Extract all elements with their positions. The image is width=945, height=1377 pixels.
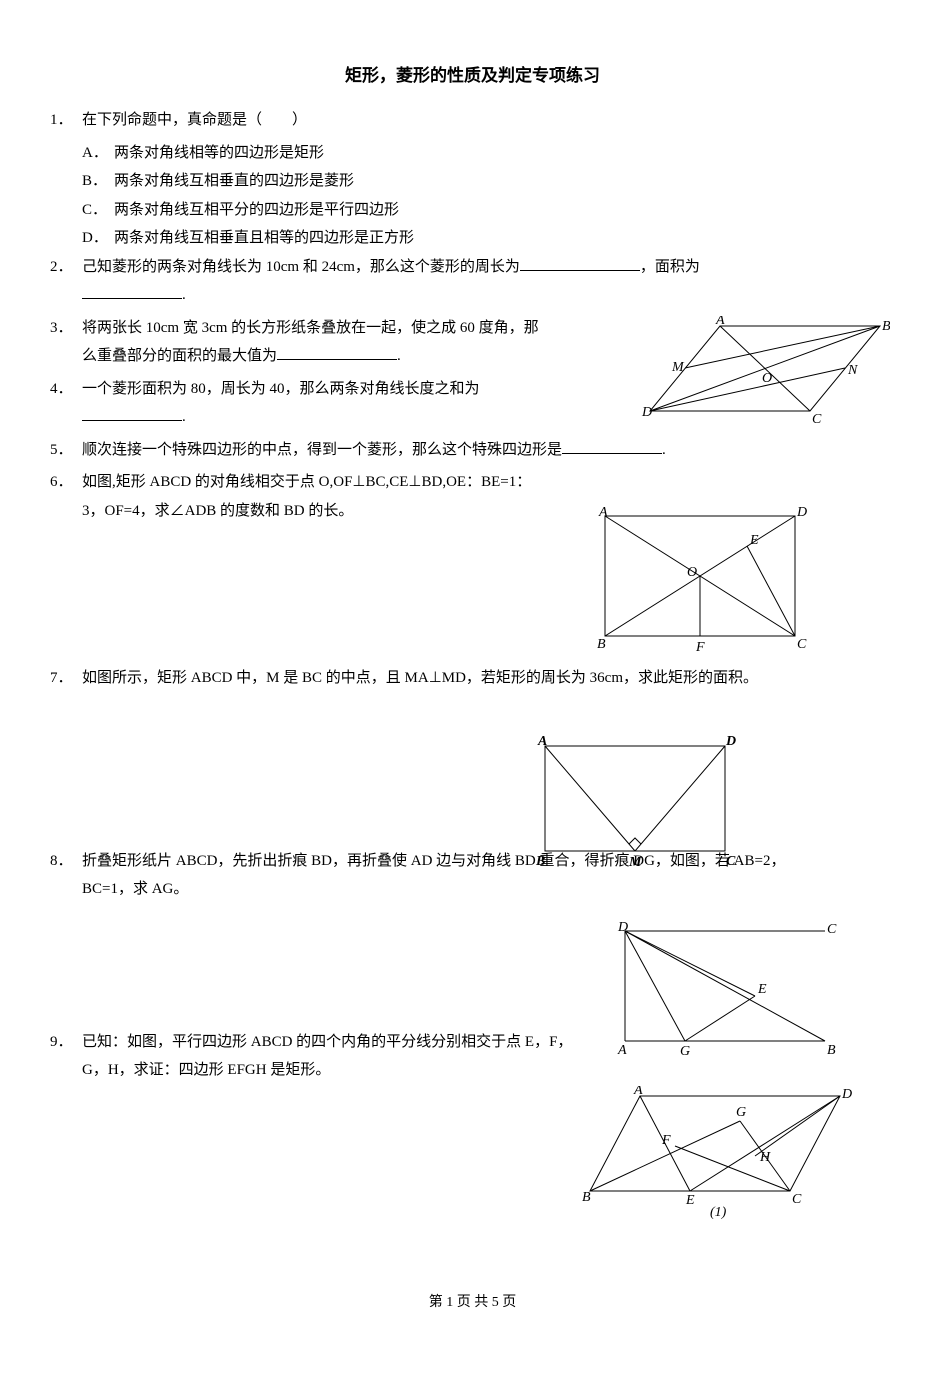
figure-2: A D B C O F E xyxy=(595,506,815,661)
label-E: E xyxy=(757,982,767,997)
label-C: C xyxy=(812,412,822,426)
figure-4: D C A B G E xyxy=(610,921,840,1061)
label-B: B xyxy=(597,637,606,652)
label-D: D xyxy=(617,921,628,935)
blank xyxy=(562,438,662,454)
label-D: D xyxy=(725,734,736,749)
text-part: ，面积为 xyxy=(640,259,700,275)
blank xyxy=(520,255,640,271)
label-C: C xyxy=(797,637,807,652)
sub-label: (1) xyxy=(710,1205,727,1220)
problem-num: 4． xyxy=(50,375,82,404)
blank xyxy=(277,344,397,360)
problem-num: 5． xyxy=(50,436,82,465)
problem-text: 在下列命题中，真命题是（ ） xyxy=(82,106,895,135)
text-part: 己知菱形的两条对角线长为 10cm 和 24cm，那么这个菱形的周长为 xyxy=(82,259,520,275)
label-G: G xyxy=(736,1105,746,1120)
label-E: E xyxy=(685,1193,695,1208)
page-footer: 第 1 页 共 5 页 xyxy=(50,1290,895,1317)
option-label: C． xyxy=(82,196,114,225)
option-text: 两条对角线互相垂直的四边形是菱形 xyxy=(114,167,354,196)
problem-num: 7． xyxy=(50,664,82,693)
label-D: D xyxy=(641,405,652,420)
text-part: 么重叠部分的面积的最大值为 xyxy=(82,348,277,364)
label-A: A xyxy=(617,1043,627,1058)
label-N: N xyxy=(847,363,858,378)
problem-text: 顺次连接一个特殊四边形的中点，得到一个菱形，那么这个特殊四边形是. xyxy=(82,436,895,465)
label-M: M xyxy=(628,855,642,870)
option-text: 两条对角线互相平分的四边形是平行四边形 xyxy=(114,196,399,225)
option-text: 两条对角线互相垂直且相等的四边形是正方形 xyxy=(114,224,414,253)
label-C: C xyxy=(827,922,837,937)
label-A: A xyxy=(537,734,547,749)
problem-num: 6． xyxy=(50,468,82,497)
problem-2: 2． 己知菱形的两条对角线长为 10cm 和 24cm，那么这个菱形的周长为 ，面… xyxy=(50,253,895,310)
label-C: C xyxy=(792,1192,802,1207)
text-part: 一个菱形面积为 80，周长为 40，那么两条对角线长度之和为 xyxy=(82,381,480,397)
label-B: B xyxy=(882,319,890,334)
problem-1-options: A．两条对角线相等的四边形是矩形 B．两条对角线互相垂直的四边形是菱形 C．两条… xyxy=(50,139,895,253)
label-O: O xyxy=(762,371,772,386)
problem-text: 己知菱形的两条对角线长为 10cm 和 24cm，那么这个菱形的周长为 ，面积为 xyxy=(82,253,895,282)
problem-text: 如图所示，矩形 ABCD 中，M 是 BC 的中点，且 MA⊥MD，若矩形的周长… xyxy=(82,664,895,693)
label-B: B xyxy=(827,1043,836,1058)
label-B: B xyxy=(582,1190,591,1205)
problem-text: 如图,矩形 ABCD 的对角线相交于点 O,OF⊥BC,CE⊥BD,OE：BE=… xyxy=(82,468,895,497)
problem-num: 3． xyxy=(50,314,82,343)
text-part: 顺次连接一个特殊四边形的中点，得到一个菱形，那么这个特殊四边形是 xyxy=(82,442,562,458)
label-A: A xyxy=(633,1086,643,1098)
figure-1: A B C D M N O xyxy=(640,316,890,426)
label-F: F xyxy=(661,1133,671,1148)
figure-5: A D B C E F G H (1) xyxy=(580,1086,860,1231)
label-G: G xyxy=(680,1044,690,1059)
problem-num: 8． xyxy=(50,847,82,876)
problem-text: 折叠矩形纸片 ABCD，先折出折痕 BD，再折叠使 AD 边与对角线 BD 重合… xyxy=(82,847,895,876)
label-D: D xyxy=(841,1087,852,1102)
label-H: H xyxy=(759,1150,771,1165)
label-C: C xyxy=(726,854,736,869)
blank xyxy=(82,283,182,299)
label-A: A xyxy=(598,506,608,520)
problem-num: 1． xyxy=(50,106,82,135)
problem-1: 1． 在下列命题中，真命题是（ ） xyxy=(50,106,895,135)
option-label: D． xyxy=(82,224,114,253)
problem-7: 7． 如图所示，矩形 ABCD 中，M 是 BC 的中点，且 MA⊥MD，若矩形… xyxy=(50,664,895,843)
figure-3: A D B C M xyxy=(530,731,740,871)
blank xyxy=(82,405,182,421)
problems-container: 1． 在下列命题中，真命题是（ ） A．两条对角线相等的四边形是矩形 B．两条对… xyxy=(50,106,895,1215)
label-A: A xyxy=(715,316,725,328)
page-title: 矩形，菱形的性质及判定专项练习 xyxy=(50,60,895,92)
label-M: M xyxy=(671,360,685,375)
option-text: 两条对角线相等的四边形是矩形 xyxy=(114,139,324,168)
text-part: 将两张长 10cm 宽 3cm 的长方形纸条叠放在一起，使之成 60 度角，那 xyxy=(82,320,539,336)
problem-num: 9． xyxy=(50,1028,82,1057)
label-B: B xyxy=(535,854,545,869)
option-label: B． xyxy=(82,167,114,196)
problem-5: 5． 顺次连接一个特殊四边形的中点，得到一个菱形，那么这个特殊四边形是. xyxy=(50,436,895,465)
label-F: F xyxy=(695,640,705,655)
label-E: E xyxy=(749,533,759,548)
option-label: A． xyxy=(82,139,114,168)
problem-num: 2． xyxy=(50,253,82,282)
label-D: D xyxy=(796,506,807,520)
label-O: O xyxy=(687,565,697,580)
problem-text: BC=1，求 AG。 xyxy=(50,875,895,904)
